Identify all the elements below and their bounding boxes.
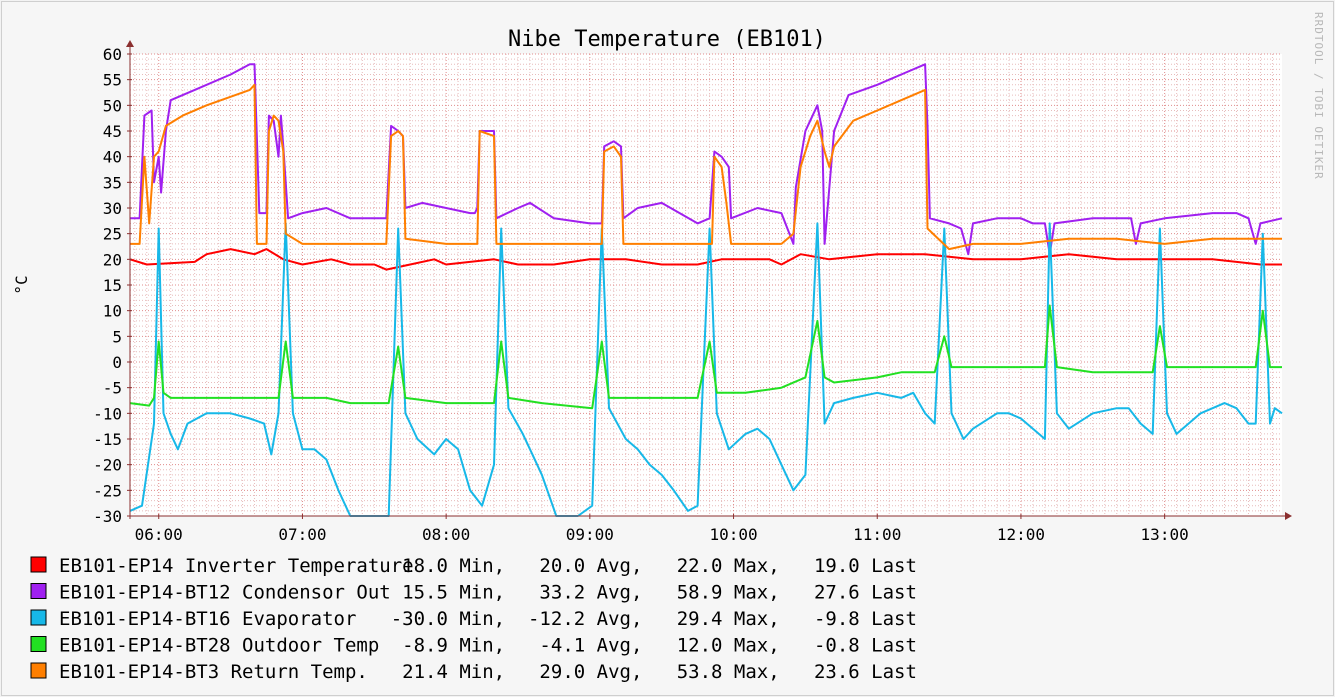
series-line-1 xyxy=(129,248,1282,271)
legend-stats-2: 15.5 Min, 33.2 Avg, 58.9 Max, 27.6 Last xyxy=(59,582,917,604)
x-tick-label: 10:00 xyxy=(709,525,757,544)
legend-swatch-3 xyxy=(30,609,47,626)
y-tick-label: -5 xyxy=(103,379,122,398)
y-tick-label: 45 xyxy=(103,122,122,141)
y-tick-label: 40 xyxy=(103,148,122,167)
x-tick-label: 08:00 xyxy=(422,525,470,544)
y-tick-label: -30 xyxy=(93,507,122,526)
chart-title: Nibe Temperature (EB101) xyxy=(508,27,826,52)
legend-label-1: EB101-EP14 Inverter Temperature xyxy=(59,555,414,577)
y-tick-label: 10 xyxy=(103,302,122,321)
legend-swatch-5 xyxy=(30,662,47,679)
y-tick-label: 55 xyxy=(103,71,122,90)
y-tick-label: 20 xyxy=(103,250,122,269)
rrdtool-watermark: RRDTOOL / TOBI OETIKER xyxy=(1312,12,1325,180)
y-tick-label: -20 xyxy=(93,456,122,475)
x-tick-label: 13:00 xyxy=(1141,525,1189,544)
legend-stats-1: 18.0 Min, 20.0 Avg, 22.0 Max, 19.0 Last xyxy=(59,555,917,577)
legend-label-2: EB101-EP14-BT12 Condensor Out xyxy=(59,582,391,604)
legend-stats-5: 21.4 Min, 29.0 Avg, 53.8 Max, 23.6 Last xyxy=(59,661,917,683)
x-tick-labels: 06:00 07:00 08:00 09:00 10:00 11:00 12:00 13:00 xyxy=(135,525,1189,544)
x-tick-label: 11:00 xyxy=(853,525,901,544)
legend-label-3: EB101-EP14-BT16 Evaporator xyxy=(59,608,356,630)
y-axis-label: °C xyxy=(12,275,31,294)
legend-swatch-1 xyxy=(30,556,47,573)
series-line-3 xyxy=(129,222,1283,517)
x-tick-label: 07:00 xyxy=(278,525,326,544)
legend-stats-3: -30.0 Min, -12.2 Avg, 29.4 Max, -9.8 Las… xyxy=(59,608,917,630)
series-line-4 xyxy=(129,304,1282,410)
y-tick-label: 5 xyxy=(112,327,122,346)
y-tick-label: -15 xyxy=(93,430,122,449)
legend: EB101-EP14 Inverter Temperature 18.0 Min… xyxy=(30,555,917,683)
axes xyxy=(126,40,1292,520)
x-tick-label: 09:00 xyxy=(566,525,614,544)
legend-swatch-2 xyxy=(30,583,47,599)
y-axis-arrow xyxy=(126,40,134,47)
y-tick-label: 60 xyxy=(103,45,122,64)
y-tick-labels: 605550454035302520151050-5-10-15-20-25-3… xyxy=(93,45,122,526)
legend-label-5: EB101-EP14-BT3 Return Temp. xyxy=(59,661,368,683)
y-tick-label: -10 xyxy=(93,404,122,423)
y-tick-label: 25 xyxy=(103,225,122,244)
legend-stats-4: -8.9 Min, -4.1 Avg, 12.0 Max, -0.8 Last xyxy=(59,635,917,657)
series-line-5 xyxy=(130,83,1282,251)
grid xyxy=(130,53,1282,517)
legend-swatch-4 xyxy=(30,636,47,652)
legend-label-4: EB101-EP14-BT28 Outdoor Temp xyxy=(59,635,379,657)
y-tick-label: 35 xyxy=(103,173,122,192)
y-tick-label: -25 xyxy=(93,481,122,500)
y-tick-label: 0 xyxy=(112,353,122,372)
x-axis-arrow xyxy=(1285,512,1292,520)
y-tick-label: 30 xyxy=(103,199,122,218)
y-tick-label: 15 xyxy=(103,276,122,295)
x-tick-label: 12:00 xyxy=(997,525,1045,544)
y-tick-label: 50 xyxy=(103,96,122,115)
x-tick-label: 06:00 xyxy=(135,525,183,544)
series-lines xyxy=(129,63,1283,517)
